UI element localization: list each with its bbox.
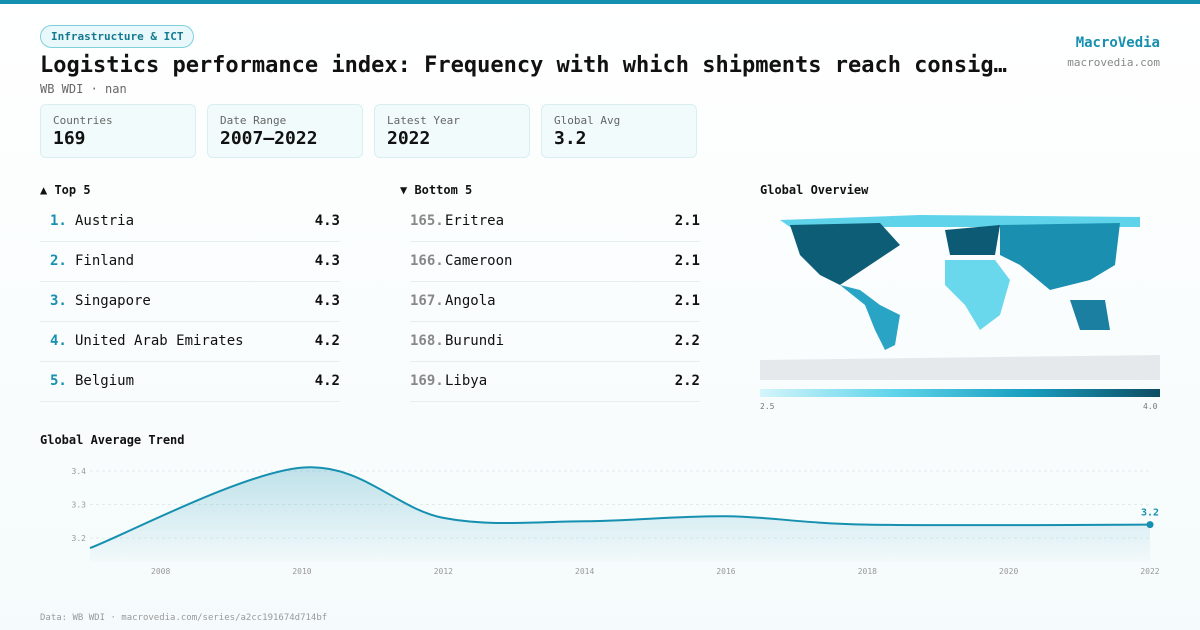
country-value: 2.2 <box>674 373 700 389</box>
list-row: 167. Angola 2.1 <box>410 281 700 322</box>
stat-label: Latest Year <box>387 114 460 127</box>
area <box>90 467 1150 562</box>
y-tick-label: 3.3 <box>72 501 87 510</box>
list-row: 5. Belgium 4.2 <box>40 361 340 402</box>
list-row: 3. Singapore 4.3 <box>40 281 340 322</box>
stat-card: Latest Year 2022 <box>374 104 530 158</box>
country-name: Burundi <box>445 333 505 349</box>
rank: 5. <box>50 373 67 389</box>
legend-bar <box>760 389 1160 397</box>
bottom-title: ▼ Bottom 5 <box>400 183 473 197</box>
x-tick-label: 2014 <box>575 567 594 576</box>
stat-value: 169 <box>53 128 86 149</box>
country-name: Angola <box>445 293 496 309</box>
tag: Infrastructure & ICT <box>40 25 195 48</box>
country-name: Eritrea <box>445 213 505 229</box>
line <box>89 466 1151 549</box>
stat-value: 2022 <box>387 128 431 149</box>
country-value: 2.1 <box>674 293 700 309</box>
list-row: 165. Eritrea 2.1 <box>410 201 700 242</box>
country-name: Singapore <box>75 293 151 309</box>
country-value: 4.2 <box>314 373 340 389</box>
x-tick-label: 2018 <box>858 567 877 576</box>
stat-card: Date Range 2007–2022 <box>207 104 363 158</box>
stat-label: Global Avg <box>554 114 621 127</box>
list-row: 2. Finland 4.3 <box>40 241 340 282</box>
list-row: 1. Austria 4.3 <box>40 201 340 242</box>
country-value: 4.2 <box>314 333 340 349</box>
rank: 2. <box>50 253 67 269</box>
country-value: 2.1 <box>674 253 700 269</box>
rank: 169. <box>410 373 444 389</box>
country-name: Cameroon <box>445 253 513 269</box>
list-row: 4. United Arab Emirates 4.2 <box>40 321 340 362</box>
stat-label: Date Range <box>220 114 287 127</box>
rank: 4. <box>50 333 67 349</box>
country-name: United Arab Emirates <box>75 333 244 349</box>
stat-card: Countries 169 <box>40 104 196 158</box>
top-bar <box>0 0 1200 4</box>
x-tick-label: 2022 <box>1140 567 1159 576</box>
map-title: Global Overview <box>760 183 869 197</box>
country-name: Finland <box>75 253 135 269</box>
value-label: 3.2 <box>1141 508 1159 519</box>
x-tick-label: 2010 <box>292 567 311 576</box>
subtitle: WB WDI · nan <box>40 82 127 96</box>
stat-value: 2007–2022 <box>220 128 318 149</box>
rank: 168. <box>410 333 444 349</box>
site: macrovedia.com <box>1067 56 1160 69</box>
country-name: Libya <box>445 373 488 389</box>
country-name: Austria <box>75 213 135 229</box>
rank: 1. <box>50 213 67 229</box>
rank: 166. <box>410 253 444 269</box>
rank: 165. <box>410 213 444 229</box>
title: Logistics performance index: Frequency w… <box>40 53 1007 78</box>
country-value: 4.3 <box>314 253 340 269</box>
rank: 3. <box>50 293 67 309</box>
stat-card: Global Avg 3.2 <box>541 104 697 158</box>
list-row: 169. Libya 2.2 <box>410 361 700 402</box>
country-value: 2.1 <box>674 213 700 229</box>
x-tick-label: 2008 <box>151 567 170 576</box>
legend-min: 2.5 <box>760 402 775 411</box>
rank: 167. <box>410 293 444 309</box>
x-tick-label: 2012 <box>434 567 453 576</box>
world-map <box>760 215 1160 380</box>
footer: Data: WB WDI · macrovedia.com/series/a2c… <box>40 613 328 623</box>
y-tick-label: 3.4 <box>72 467 87 476</box>
brand: MacroVedia <box>1075 35 1160 51</box>
top-title: ▲ Top 5 <box>40 183 91 197</box>
country-name: Belgium <box>75 373 135 389</box>
list-row: 166. Cameroon 2.1 <box>410 241 700 282</box>
country-value: 4.3 <box>314 213 340 229</box>
end-point <box>1146 521 1154 529</box>
legend-max: 4.0 <box>1143 402 1158 411</box>
country-value: 4.3 <box>314 293 340 309</box>
x-tick-label: 2020 <box>999 567 1018 576</box>
chart-title: Global Average Trend <box>40 433 185 447</box>
country-value: 2.2 <box>674 333 700 349</box>
list-row: 168. Burundi 2.2 <box>410 321 700 362</box>
x-tick-label: 2016 <box>716 567 735 576</box>
stat-value: 3.2 <box>554 128 587 149</box>
trend-chart: 3.2 3.3 3.4 2008 2010 2012 2014 2016 2018 2020 202… <box>72 466 1160 576</box>
stat-label: Countries <box>53 114 113 127</box>
y-tick-label: 3.2 <box>72 534 87 543</box>
